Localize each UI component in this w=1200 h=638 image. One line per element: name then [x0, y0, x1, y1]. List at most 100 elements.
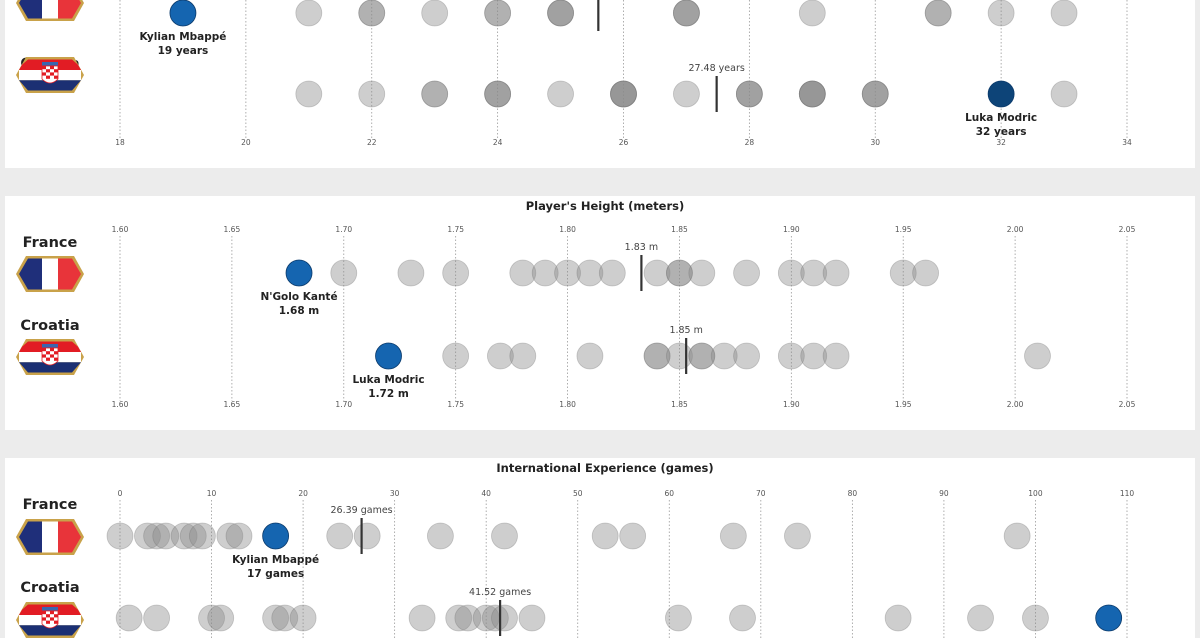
player-dot [170, 522, 198, 550]
player-dot [673, 80, 700, 108]
checker-square [50, 611, 54, 615]
player-dot [353, 522, 381, 550]
tick-label-bottom: 1.70 [335, 400, 352, 409]
tick-label-top: 20 [298, 489, 308, 498]
player-dot [326, 522, 354, 550]
player-dot [106, 522, 134, 550]
tick-label-bottom: 22 [367, 138, 377, 147]
tick-label-bottom: 1.65 [224, 400, 241, 409]
checker-square [50, 354, 54, 358]
player-dot [884, 604, 912, 632]
player-dot [610, 80, 637, 108]
tick-label-bottom: 1.85 [671, 400, 688, 409]
crown-band [42, 607, 58, 611]
tick-label-top: 0 [118, 489, 123, 498]
player-dot [1003, 522, 1031, 550]
highlight-player-name: Kylian Mbappé [139, 31, 226, 43]
player-dot [673, 0, 700, 27]
croatia-flag [16, 339, 84, 375]
tick-label-bottom: 18 [115, 138, 125, 147]
checker-square [42, 611, 46, 615]
player-dot [397, 259, 425, 287]
player-dot [518, 604, 546, 632]
flag-stripe-blue [19, 0, 42, 19]
player-dot [1022, 604, 1049, 632]
player-dot [289, 604, 317, 632]
flag-stripe-blue [19, 362, 81, 373]
player-dot [143, 522, 171, 550]
player-dot [509, 259, 537, 287]
tick-label-top: 2.05 [1119, 225, 1136, 234]
highlight-player-value: 32 years [976, 126, 1027, 138]
average-label: 26.39 games [331, 505, 393, 516]
highlight-player-dot [987, 80, 1015, 108]
croatia-flag [16, 57, 84, 93]
highlight-player-value: 1.68 m [279, 305, 320, 317]
player-dot [861, 80, 889, 108]
player-dot [216, 522, 244, 550]
checker-square [46, 357, 50, 361]
tick-label-top: 1.85 [671, 225, 688, 234]
player-dot [610, 80, 637, 108]
checker-square [54, 614, 58, 618]
tick-label-top: 1.80 [559, 225, 576, 234]
crown-band [42, 62, 58, 66]
player-dot [591, 522, 619, 550]
player-dot [491, 604, 518, 632]
player-dot [798, 80, 826, 108]
player-dot [547, 0, 574, 27]
tick-label-top: 60 [664, 489, 674, 498]
player-dot [188, 522, 216, 550]
player-dot [924, 0, 952, 27]
france-flag [16, 519, 84, 555]
highlight-player-dot [375, 342, 402, 370]
checker-square [46, 75, 50, 79]
tick-label-top: 30 [390, 489, 400, 498]
player-dot [673, 0, 700, 27]
checker-square [42, 348, 46, 352]
tick-label-bottom: 32 [996, 138, 1006, 147]
checker-square [46, 351, 50, 355]
player-dot [491, 522, 518, 550]
team-name-croatia: Croatia [20, 580, 79, 596]
player-dot [610, 80, 637, 108]
player-dot [688, 259, 716, 287]
player-dot [710, 342, 738, 370]
experience-panel: International Experience (games) 0 10 20 30 4… [5, 458, 1195, 638]
average-label: 41.52 games [469, 587, 531, 598]
tick-label-bottom: 2.05 [1119, 400, 1136, 409]
checker-square [54, 620, 58, 624]
average-label: 1.85 m [669, 325, 702, 336]
checker-square [46, 69, 50, 73]
player-dot [800, 342, 828, 370]
player-dot [735, 80, 763, 108]
player-dot [427, 522, 454, 550]
checker-square [42, 617, 46, 621]
player-dot [729, 604, 756, 632]
highlight-player-value: 17 games [247, 568, 304, 580]
player-dot [643, 342, 671, 370]
checker-square [50, 617, 54, 621]
tick-label-bottom: 1.95 [895, 400, 912, 409]
checker-square [46, 614, 50, 618]
tick-label-top: 110 [1120, 489, 1135, 498]
tick-label-top: 50 [573, 489, 583, 498]
player-dot [912, 259, 939, 287]
player-dot [484, 80, 512, 108]
player-dot [421, 0, 449, 27]
player-dot [421, 80, 449, 108]
player-dot [484, 80, 512, 108]
player-dot [643, 342, 671, 370]
player-dot [421, 80, 449, 108]
player-dot [484, 80, 512, 108]
player-dot [358, 0, 386, 27]
player-dot [152, 522, 180, 550]
tick-label-top: 1.95 [895, 225, 912, 234]
experience-chart: International Experience (games) 0 10 20 30 4… [16, 461, 1135, 638]
tick-label-top: 1.65 [224, 225, 241, 234]
player-dot [619, 522, 647, 550]
player-dot [576, 342, 604, 370]
tick-label-top: 2.00 [1007, 225, 1024, 234]
player-dot [576, 259, 604, 287]
flag-stripe-white [42, 0, 58, 19]
